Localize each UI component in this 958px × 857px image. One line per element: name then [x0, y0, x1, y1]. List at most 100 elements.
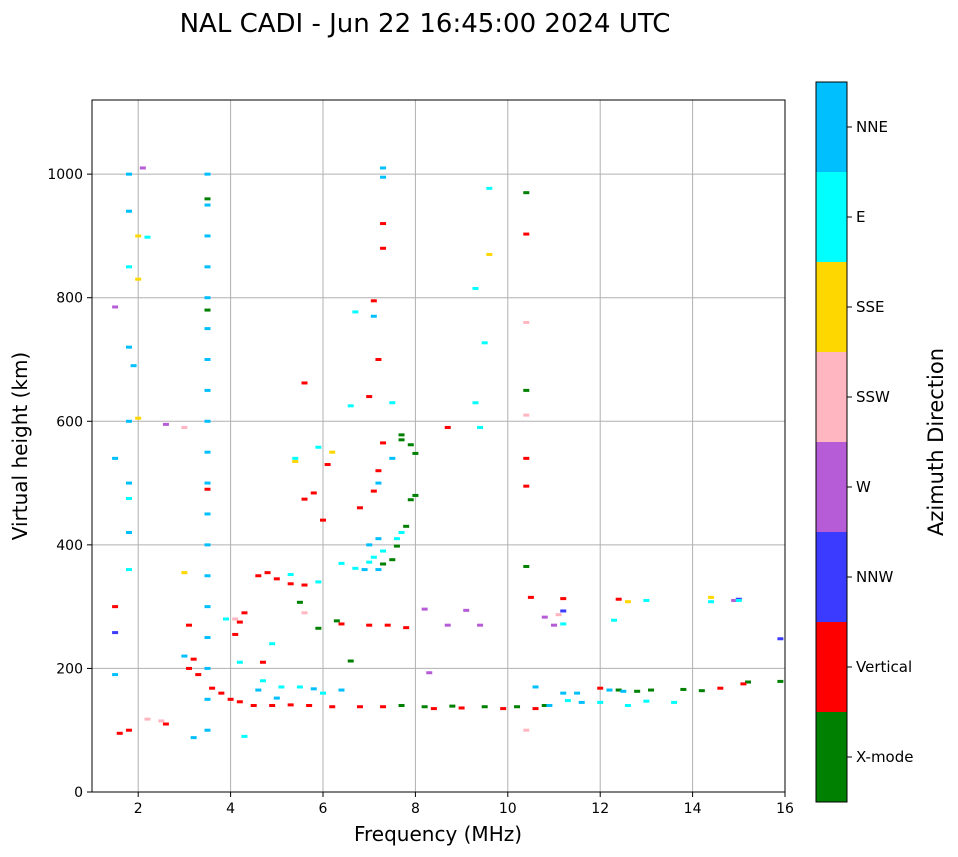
data-point	[555, 613, 562, 617]
data-point	[523, 191, 530, 195]
data-point	[255, 574, 262, 578]
x-tick-label: 2	[134, 801, 143, 817]
data-point	[551, 623, 557, 627]
data-point	[407, 443, 414, 447]
data-point	[125, 531, 132, 534]
data-point	[329, 450, 336, 454]
x-tick-label: 10	[499, 801, 517, 817]
colorbar-segment	[816, 532, 847, 622]
data-point	[643, 699, 650, 703]
data-point	[204, 388, 211, 392]
data-point	[259, 679, 266, 683]
x-tick-label: 4	[226, 801, 235, 817]
data-point	[204, 636, 211, 640]
data-point	[329, 705, 336, 709]
data-point	[125, 345, 132, 349]
data-point	[232, 617, 239, 621]
data-point	[486, 186, 493, 190]
data-point	[116, 731, 123, 735]
data-point	[315, 580, 322, 584]
data-point	[366, 543, 373, 547]
colorbar-tick-label: X-mode	[856, 748, 913, 766]
data-point	[204, 697, 211, 701]
data-point	[624, 704, 631, 707]
data-point	[523, 320, 530, 324]
y-tick-label: 1000	[47, 167, 83, 183]
data-point	[578, 700, 585, 704]
data-point	[523, 564, 530, 568]
data-point	[375, 358, 382, 361]
data-point	[421, 705, 428, 709]
data-points	[112, 166, 784, 740]
data-point	[708, 595, 715, 599]
data-point	[389, 558, 396, 562]
data-point	[472, 401, 479, 405]
x-tick-label: 16	[776, 801, 794, 817]
data-point	[398, 531, 405, 534]
data-point	[634, 689, 641, 693]
data-point	[338, 561, 345, 565]
data-point	[204, 543, 211, 547]
data-point	[384, 623, 391, 627]
data-point	[204, 666, 211, 670]
data-point	[523, 388, 530, 392]
data-point	[135, 416, 142, 420]
data-point	[620, 689, 627, 693]
data-point	[190, 657, 197, 661]
data-point	[301, 497, 308, 501]
colorbar-segment	[816, 82, 847, 172]
data-point	[606, 688, 613, 692]
data-point	[523, 728, 530, 732]
data-point	[347, 659, 354, 663]
data-point	[380, 562, 387, 566]
data-point	[398, 704, 405, 707]
data-point	[375, 469, 382, 473]
data-point	[204, 203, 211, 207]
data-point	[204, 487, 211, 491]
y-tick-label: 400	[56, 538, 83, 554]
data-point	[264, 571, 271, 575]
data-point	[320, 518, 326, 522]
data-point	[403, 626, 410, 630]
data-point	[204, 358, 211, 361]
data-point	[352, 566, 359, 570]
data-point	[181, 571, 188, 575]
data-point	[232, 632, 239, 636]
y-tick-label: 600	[56, 414, 83, 430]
colorbar-tick-label: SSE	[856, 298, 885, 316]
data-point	[333, 619, 340, 623]
data-point	[162, 422, 169, 426]
data-point	[273, 696, 280, 700]
colorbar-segment	[816, 172, 847, 262]
data-point	[292, 456, 299, 460]
data-point	[560, 609, 567, 613]
data-point	[204, 450, 211, 454]
data-point	[315, 445, 322, 449]
data-point	[477, 623, 484, 627]
data-point	[680, 687, 687, 691]
data-point	[698, 689, 705, 693]
data-point	[320, 691, 326, 695]
data-point	[375, 568, 382, 572]
data-point	[158, 719, 165, 723]
data-point	[375, 481, 382, 485]
data-point	[296, 600, 303, 604]
data-point	[236, 660, 243, 664]
colorbar-segment	[816, 712, 847, 802]
data-point	[209, 686, 216, 690]
data-point	[380, 441, 387, 445]
data-point	[449, 704, 456, 708]
data-point	[125, 481, 132, 485]
colorbar-segment	[816, 442, 847, 532]
data-point	[393, 537, 400, 541]
data-point	[356, 506, 363, 510]
colorbar-frame	[815, 81, 848, 803]
colorbar-segment	[816, 622, 847, 712]
data-point	[481, 705, 488, 709]
data-point	[324, 463, 331, 467]
data-point	[135, 277, 142, 281]
x-tick-label: 14	[684, 801, 702, 817]
data-point	[472, 286, 479, 290]
data-point	[125, 568, 132, 572]
